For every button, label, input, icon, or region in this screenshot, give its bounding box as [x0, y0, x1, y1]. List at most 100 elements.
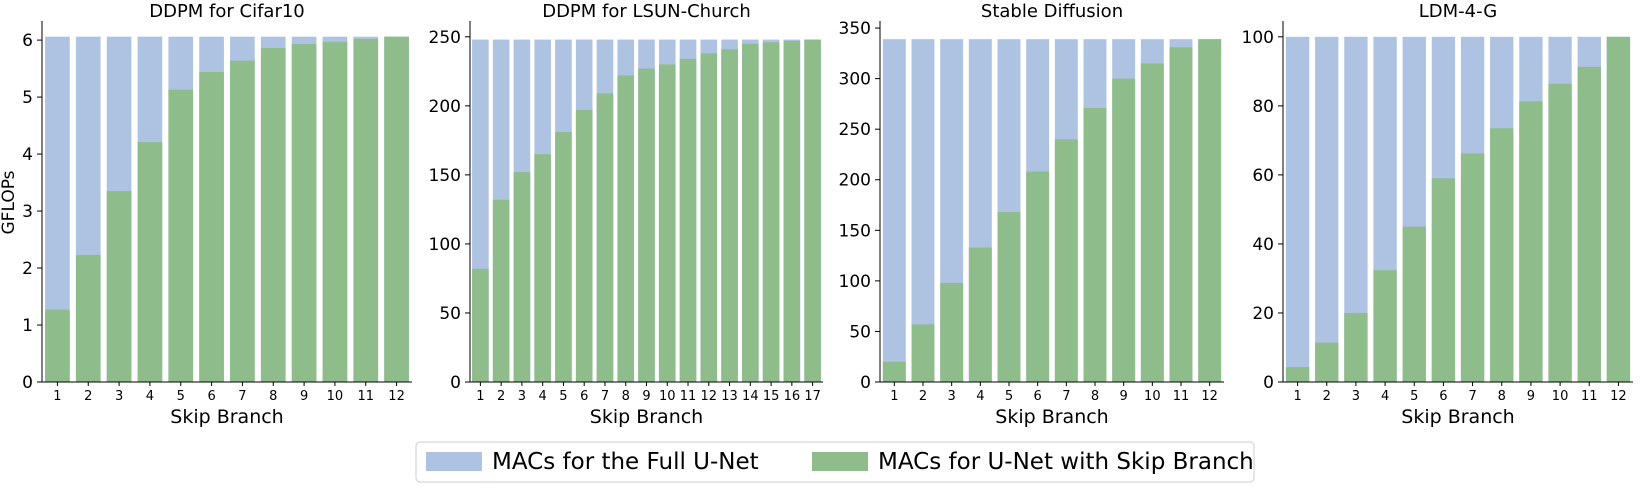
x-tick-label: 6 — [1439, 389, 1447, 404]
bar-skip-branch-2 — [1315, 342, 1339, 382]
legend-swatch-full-unet — [426, 452, 482, 471]
bar-skip-branch-10 — [658, 64, 676, 382]
bar-skip-branch-8 — [617, 75, 635, 382]
bar-skip-branch-7 — [596, 93, 614, 383]
bar-skip-branch-6 — [199, 72, 224, 382]
x-tick-label: 2 — [497, 389, 505, 404]
x-tick-label: 5 — [177, 389, 185, 404]
x-tick-label: 1 — [53, 389, 61, 404]
bar-skip-branch-11 — [679, 58, 697, 383]
x-tick-label: 8 — [269, 389, 277, 404]
y-tick-label: 80 — [1252, 97, 1274, 117]
y-tick-label: 200 — [429, 97, 461, 117]
bar-skip-branch-11 — [353, 38, 379, 382]
bar-skip-branch-4 — [534, 154, 551, 382]
y-tick-label: 0 — [860, 373, 871, 393]
x-tick-label: 7 — [1468, 389, 1476, 404]
x-tick-label: 9 — [300, 389, 308, 404]
y-tick-label: 150 — [429, 166, 461, 186]
x-axis-label: Skip Branch — [1401, 406, 1514, 428]
legend-swatch-skip-branch — [812, 452, 868, 471]
bar-skip-branch-8 — [260, 48, 286, 382]
y-tick-label: 0 — [450, 373, 461, 393]
bar-skip-branch-1 — [1285, 367, 1310, 382]
bar-skip-branch-5 — [555, 132, 572, 382]
y-axis-label: GFLOPs — [0, 170, 19, 234]
x-tick-label: 10 — [1144, 389, 1161, 404]
x-tick-label: 3 — [518, 389, 526, 404]
y-tick-label: 2 — [22, 259, 33, 279]
chart-title: DDPM for Cifar10 — [149, 1, 305, 22]
bar-full-unet-3 — [1344, 36, 1368, 383]
x-tick-label: 7 — [238, 389, 246, 404]
x-tick-label: 11 — [680, 389, 697, 404]
bar-skip-branch-12 — [1198, 39, 1222, 382]
legend-label-skip-branch: MACs for U-Net with Skip Branch — [878, 449, 1254, 475]
x-tick-label: 2 — [919, 389, 927, 404]
x-tick-label: 10 — [659, 389, 676, 404]
chart-title: LDM-4-G — [1419, 1, 1497, 22]
x-tick-label: 3 — [948, 389, 956, 404]
x-tick-label: 14 — [742, 389, 759, 404]
x-tick-label: 5 — [1410, 389, 1418, 404]
bar-skip-branch-15 — [762, 42, 780, 382]
bar-skip-branch-16 — [783, 40, 801, 382]
x-tick-label: 7 — [1062, 389, 1070, 404]
y-tick-label: 100 — [839, 272, 871, 292]
x-tick-label: 5 — [559, 389, 567, 404]
y-tick-label: 60 — [1252, 166, 1274, 186]
bar-skip-branch-12 — [700, 53, 718, 382]
x-tick-label: 3 — [115, 389, 123, 404]
x-tick-label: 6 — [207, 389, 215, 404]
x-tick-label: 3 — [1352, 389, 1360, 404]
bar-skip-branch-5 — [168, 89, 194, 383]
x-tick-label: 2 — [84, 389, 92, 404]
x-tick-label: 7 — [601, 389, 609, 404]
x-tick-label: 9 — [1527, 389, 1535, 404]
bar-skip-branch-9 — [1112, 78, 1136, 382]
x-tick-label: 1 — [476, 389, 484, 404]
bar-skip-branch-12 — [1606, 36, 1631, 383]
bar-skip-branch-7 — [1054, 139, 1078, 382]
chart-title: Stable Diffusion — [981, 1, 1123, 22]
bar-skip-branch-9 — [1519, 101, 1543, 383]
x-tick-label: 4 — [976, 389, 984, 404]
bar-skip-branch-6 — [1026, 171, 1050, 382]
bar-skip-branch-10 — [1140, 63, 1164, 382]
bar-skip-branch-4 — [1373, 270, 1397, 382]
x-tick-label: 12 — [701, 389, 718, 404]
bar-skip-branch-17 — [804, 39, 821, 383]
bar-skip-branch-13 — [721, 49, 738, 382]
x-tick-label: 10 — [327, 389, 344, 404]
bar-skip-branch-4 — [968, 247, 992, 382]
chart-title: DDPM for LSUN-Church — [542, 1, 751, 22]
bar-full-unet-2 — [1315, 36, 1339, 383]
y-tick-label: 0 — [22, 373, 33, 393]
y-tick-label: 150 — [839, 221, 871, 241]
bar-skip-branch-2 — [75, 254, 101, 382]
x-axis-label: Skip Branch — [995, 406, 1108, 428]
x-tick-label: 4 — [146, 389, 154, 404]
x-tick-label: 12 — [1201, 389, 1218, 404]
x-tick-label: 11 — [1581, 389, 1598, 404]
bar-skip-branch-5 — [1402, 226, 1426, 382]
y-tick-label: 100 — [1242, 28, 1274, 48]
bar-skip-branch-3 — [106, 191, 132, 382]
bar-skip-branch-12 — [384, 36, 409, 383]
bar-skip-branch-8 — [1083, 107, 1107, 383]
y-tick-label: 50 — [439, 304, 461, 324]
bar-skip-branch-11 — [1169, 47, 1193, 383]
y-tick-label: 250 — [429, 28, 461, 48]
bar-skip-branch-8 — [1490, 128, 1514, 382]
x-tick-label: 5 — [1005, 389, 1013, 404]
legend: MACs for the Full U-Net MACs for U-Net w… — [415, 441, 1255, 483]
bar-skip-branch-4 — [137, 142, 163, 382]
x-axis-label: Skip Branch — [170, 406, 283, 428]
x-tick-label: 4 — [539, 389, 547, 404]
y-tick-label: 350 — [839, 19, 871, 39]
